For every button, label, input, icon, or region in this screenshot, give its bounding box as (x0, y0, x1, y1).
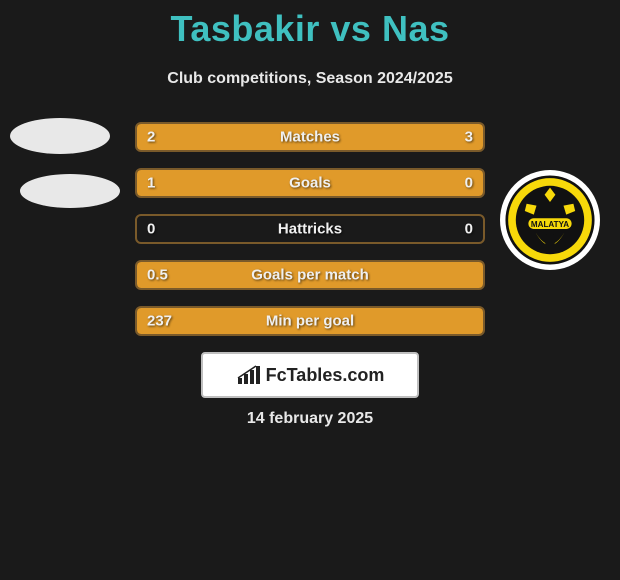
bar-value-left: 0 (147, 221, 155, 238)
chart-icon (236, 364, 262, 386)
team-left-logo-2 (20, 174, 120, 208)
page-title: Tasbakir vs Nas (0, 0, 620, 50)
bar-value-right: 3 (465, 129, 473, 146)
watermark: FcTables.com (201, 352, 419, 398)
bar-value-left: 1 (147, 175, 155, 192)
bar-value-right: 0 (465, 221, 473, 238)
bar-fill-left (137, 124, 275, 150)
bar-label: Matches (280, 129, 340, 146)
bar-label: Goals (289, 175, 331, 192)
stat-bar-row: 1 0 Goals (135, 168, 485, 198)
bar-value-left: 237 (147, 313, 172, 330)
bar-label: Goals per match (251, 267, 369, 284)
stat-bar-row: 0 0 Hattricks (135, 214, 485, 244)
bar-value-left: 0.5 (147, 267, 168, 284)
bar-value-left: 2 (147, 129, 155, 146)
shield-icon: MALATYA (505, 175, 595, 265)
bar-label: Hattricks (278, 221, 342, 238)
team-left-logo-1 (10, 118, 110, 154)
bar-label: Min per goal (266, 313, 354, 330)
watermark-text: FcTables.com (266, 365, 385, 386)
stat-bar-row: 237 Min per goal (135, 306, 485, 336)
stat-bar-row: 0.5 Goals per match (135, 260, 485, 290)
stat-bars: 2 3 Matches 1 0 Goals 0 0 Hattricks 0.5 Goals per … (135, 122, 485, 352)
bar-fill-left (137, 170, 400, 196)
team-right-logo: MALATYA (500, 170, 600, 270)
svg-text:MALATYA: MALATYA (531, 220, 569, 229)
stat-bar-row: 2 3 Matches (135, 122, 485, 152)
bar-value-right: 0 (465, 175, 473, 192)
subtitle: Club competitions, Season 2024/2025 (0, 70, 620, 88)
date-text: 14 february 2025 (247, 410, 373, 428)
